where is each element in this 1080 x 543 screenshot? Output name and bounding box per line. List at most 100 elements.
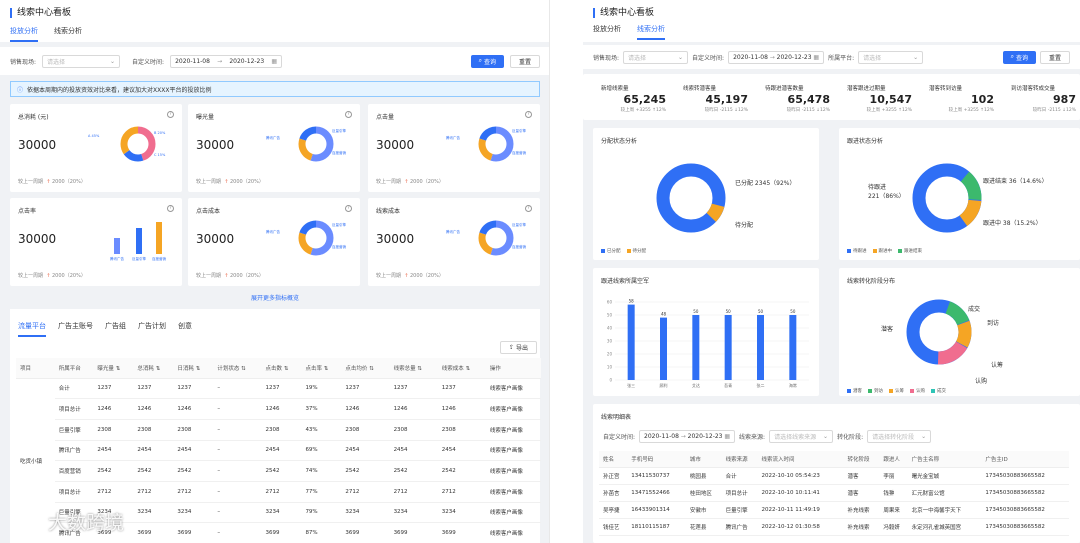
tab-lead-analysis-right[interactable]: 线索分析 — [637, 24, 665, 40]
column-header[interactable]: 点击均价 ⇅ — [341, 358, 390, 379]
channel-select-right[interactable]: 请选择 ⌄ — [623, 50, 689, 64]
donut-segment — [478, 126, 514, 162]
table-cell: 2308 — [133, 419, 174, 441]
kpi-value: 65,245 — [623, 93, 666, 106]
table-cell: 2712 — [93, 481, 134, 503]
table-cell: 2712 — [389, 481, 438, 503]
tab-delivery-analysis[interactable]: 投放分析 — [10, 26, 38, 42]
table-row: 项目总计 2712 2712 2712–2712 77% 2712 2712 2712 线索客户… — [16, 481, 541, 503]
channel-select[interactable]: 请选择 ⌄ — [42, 54, 121, 68]
tab-ad-group[interactable]: 广告组 — [105, 322, 126, 330]
expand-link[interactable]: 展开更多指标概览 — [250, 295, 299, 302]
platform-select[interactable]: 请选择 ⌄ — [858, 50, 924, 64]
metric-title: 点击成本 — [196, 208, 221, 215]
date-range-picker-right[interactable]: 2020-11-08 → 2020-12-23 ▦ — [728, 50, 825, 64]
metric-value: 30000 — [18, 232, 57, 246]
donut-legend-text: A 45% — [88, 134, 100, 138]
lead-portrait-link[interactable]: 线索客户画像 — [485, 502, 541, 524]
metric-card: 总消耗 (元) ? 30000 较上一周期 ↑ 2000（20%） A 45% B … — [10, 104, 182, 192]
table-cell: 2308 — [341, 419, 390, 441]
chevron-down-icon: ⌄ — [823, 433, 829, 440]
detail-stage-select[interactable]: 请选择转化阶段 ⌄ — [867, 430, 932, 443]
reset-button-right[interactable]: 重置 — [1039, 50, 1070, 64]
detail-source-select[interactable]: 请选择线索来源 ⌄ — [769, 430, 834, 443]
reset-button[interactable]: 重置 — [509, 54, 540, 68]
legend-item: 跟进中 — [872, 248, 892, 254]
bar — [757, 315, 764, 380]
column-header[interactable]: 点击数 ⇅ — [261, 358, 302, 379]
tab-traffic-platform[interactable]: 流量平台 — [18, 321, 46, 337]
column-header[interactable]: 所属平台 — [54, 358, 94, 379]
lead-portrait-link[interactable]: 线索客户画像 — [485, 460, 541, 482]
lead-portrait-link[interactable]: 线索客户画像 — [485, 419, 541, 441]
column-header[interactable]: 曝光量 ⇅ — [93, 358, 134, 379]
bar-chart: 0 10 20 30 40 50 60 58 张三 48 顾利 50 艾达 50 吾青 50 张二 50 海常 — [607, 299, 809, 388]
metric-card: 点击率 ? 30000 较上一周期 ↑ 2000（20%） 腾讯广告 巨量引擎 百度营… — [10, 198, 182, 286]
table-cell: 2542 — [437, 460, 486, 482]
column-header[interactable]: 计划状态 ⇅ — [213, 358, 262, 379]
bar — [660, 317, 667, 380]
suggestion-notice: ⓘ 依据本周期内的投放资效对比来看，建议加大对XXXX平台的投放比例 — [10, 81, 540, 97]
table-cell: 19% — [301, 378, 342, 400]
table-cell: 腾讯广告 — [54, 440, 94, 462]
column-header[interactable]: 项目 — [16, 358, 55, 379]
table-cell: 桂田地区 — [685, 484, 722, 502]
detail-date-picker[interactable]: 2020-11-08 → 2020-12-23 ▦ — [639, 430, 736, 443]
tab-delivery-analysis-right[interactable]: 投放分析 — [593, 25, 621, 33]
query-button-right[interactable]: ⌕ 查询 — [1002, 50, 1036, 64]
mini-bar-chart: 腾讯广告 巨量引擎 百度营销 — [110, 222, 166, 261]
notice-text: 依据本周期内的投放资效对比来看，建议加大对XXXX平台的投放比例 — [27, 86, 212, 94]
column-header: 线索流入时间 — [757, 451, 844, 468]
info-icon[interactable]: ? — [167, 205, 174, 212]
main-tabs: 投放分析 线索分析 — [10, 26, 539, 42]
kpi-compare: 较昨日 -2115 ↓12% — [786, 108, 830, 113]
export-button[interactable]: ⇪ 导出 — [500, 341, 537, 354]
x-tick-label: 张二 — [757, 382, 765, 388]
table-cell: 冯毅妍 — [879, 518, 908, 536]
table-cell: 16433901314 — [627, 501, 686, 519]
table-row: 腾讯广告 3699 3699 3699–3699 87% 3699 3699 3699 线索客户… — [16, 522, 541, 543]
info-icon[interactable]: ? — [345, 205, 352, 212]
lead-portrait-link[interactable]: 线索客户画像 — [485, 378, 541, 400]
table-cell: 安徽市 — [685, 501, 722, 519]
table-cell: 2542 — [93, 460, 134, 482]
info-icon[interactable]: ? — [525, 111, 532, 118]
tab-advertiser-account[interactable]: 广告主账号 — [58, 322, 93, 330]
column-header[interactable]: 总消耗 ⇅ — [133, 358, 174, 379]
table-cell: 桃园县 — [685, 467, 722, 485]
table-cell: 3699 — [173, 522, 214, 543]
kpi-item: 潜客转到访量 102 较上周 +3255 ↑12% — [923, 74, 1000, 120]
table-cell: 2712 — [341, 481, 390, 503]
info-icon[interactable]: ? — [345, 111, 352, 118]
donut-segment — [478, 220, 514, 256]
kpi-compare: 较上周 +3255 ↑12% — [948, 108, 994, 113]
time-label-right: 自定义时间: — [692, 54, 725, 62]
table-cell: 2542 — [133, 460, 174, 482]
table-cell: 补充线索 — [843, 518, 880, 536]
lead-portrait-link[interactable]: 线索客户画像 — [485, 440, 541, 462]
column-header[interactable]: 点击率 ⇅ — [301, 358, 342, 379]
date-range-picker[interactable]: 2020-11-08 → 2020-12-23 ▦ — [170, 54, 283, 68]
follow-card: 跟进状态分析 待跟进 221（86%） 跟进结束 36（14.6%） 跟进中 38… — [839, 128, 1080, 260]
info-icon[interactable]: ? — [525, 205, 532, 212]
table-cell: 2308 — [93, 419, 134, 441]
table-cell: 1237 — [93, 378, 134, 400]
lead-portrait-link[interactable]: 线索客户画像 — [485, 398, 541, 420]
tab-ad-plan[interactable]: 广告计划 — [138, 322, 166, 330]
tab-creative[interactable]: 创意 — [178, 322, 192, 330]
follow-label-ended: 跟进结束 36（14.6%） — [983, 178, 1048, 185]
table-row: 吃货小镇 合计 1237 1237 1237–1237 19% 1237 1237 1237 线索… — [16, 378, 541, 543]
column-header[interactable]: 日消耗 ⇅ — [173, 358, 214, 379]
info-icon[interactable]: ? — [167, 111, 174, 118]
lead-portrait-link[interactable]: 线索客户画像 — [485, 522, 541, 543]
column-header[interactable]: 操作 — [485, 358, 541, 379]
table-cell: 孙菡言 — [599, 484, 628, 502]
kpi-value: 102 — [971, 93, 994, 106]
column-header[interactable]: 线索总量 ⇅ — [389, 358, 438, 379]
table-cell: 项目总计 — [54, 481, 94, 503]
lead-portrait-link[interactable]: 线索客户画像 — [485, 481, 541, 503]
tab-lead-analysis[interactable]: 线索分析 — [54, 27, 82, 35]
column-header[interactable]: 线索成本 ⇅ — [437, 358, 486, 379]
query-button[interactable]: ⌕ 查询 — [470, 54, 504, 68]
